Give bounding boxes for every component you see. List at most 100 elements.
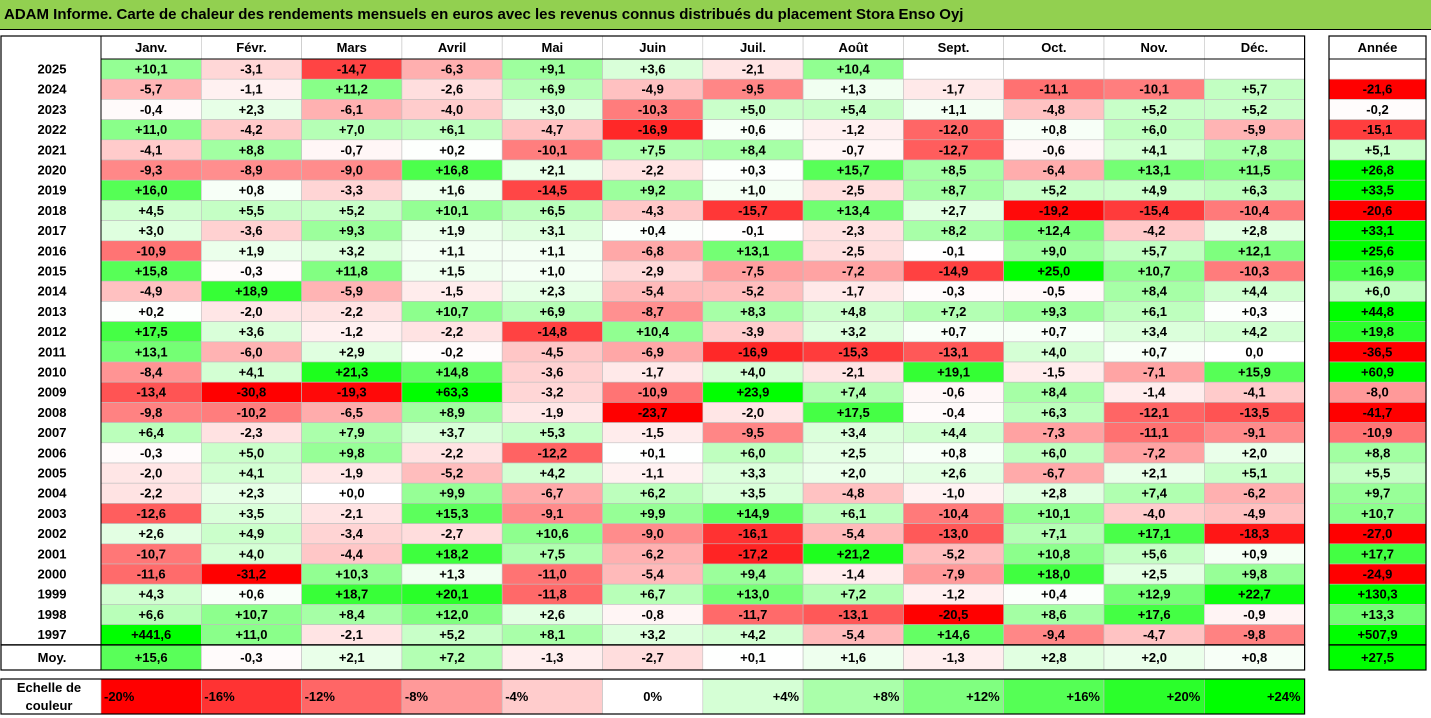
- heatmap-cell: [1204, 58, 1305, 80]
- row-year-label: 2018: [38, 203, 67, 218]
- cell-value: -4,1: [1243, 385, 1265, 400]
- scale-border: [0, 678, 1306, 715]
- cell-value: -2,2: [341, 304, 363, 319]
- scale-swatch: [802, 678, 904, 715]
- average-cell: [602, 644, 704, 671]
- cell-value: +13,1: [135, 344, 168, 359]
- cell-value: -2,1: [341, 627, 363, 642]
- cell-value: +4,9: [239, 526, 265, 541]
- cell-value: +0,4: [640, 223, 666, 238]
- cell-value: +2,3: [239, 486, 265, 501]
- cell-value: +0,7: [1041, 324, 1067, 339]
- average-value: +2,0: [1141, 650, 1167, 665]
- row-year-label: 2001: [38, 546, 67, 561]
- cell-value: +12,4: [1037, 223, 1071, 238]
- column-header: Janv.: [135, 40, 167, 55]
- cell-value: +3,0: [540, 102, 566, 117]
- cell-value: +9,3: [1041, 304, 1067, 319]
- cell-value: +9,0: [1041, 243, 1067, 258]
- average-value: +0,8: [1242, 650, 1268, 665]
- cell-value: +5,0: [740, 102, 766, 117]
- cell-value: +3,4: [840, 425, 866, 440]
- cell-value: +4,3: [138, 587, 164, 602]
- cell-value: +4,9: [1141, 183, 1167, 198]
- cell-value: -9,1: [541, 506, 563, 521]
- cell-value: -4,3: [641, 203, 663, 218]
- annual-value: +25,6: [1361, 243, 1394, 258]
- row-year-label: 2023: [38, 102, 67, 117]
- row-year-label: 2020: [38, 163, 67, 178]
- cell-value: -11,6: [137, 567, 166, 582]
- annual-value: -20,6: [1363, 203, 1393, 218]
- cell-value: +13,4: [837, 203, 871, 218]
- cell-value: -6,3: [441, 62, 463, 77]
- cell-value: -6,5: [341, 405, 363, 420]
- cell-value: -6,7: [1043, 466, 1065, 481]
- average-cell: [501, 644, 603, 671]
- cell-value: +17,5: [837, 405, 870, 420]
- cell-value: -9,5: [742, 425, 764, 440]
- cell-value: -2,2: [641, 163, 663, 178]
- cell-value: -4,7: [541, 122, 563, 137]
- annual-average-border: [1328, 644, 1427, 671]
- cell-value: -14,9: [939, 264, 969, 279]
- cell-value: -3,4: [341, 526, 364, 541]
- cell-value: +0,1: [640, 445, 666, 460]
- row-year-label: 2014: [38, 284, 68, 299]
- scale-label: +24%: [1267, 689, 1301, 704]
- cell-value: -6,9: [641, 344, 663, 359]
- annual-value: -10,9: [1363, 425, 1393, 440]
- average-value: +2,8: [1041, 650, 1067, 665]
- cell-value: +3,4: [1141, 324, 1167, 339]
- cell-value: +15,9: [1238, 365, 1271, 380]
- cell-value: -6,7: [541, 486, 563, 501]
- cell-value: +1,1: [941, 102, 967, 117]
- cell-value: -1,4: [842, 567, 865, 582]
- cell-value: +63,3: [436, 385, 469, 400]
- scale-swatch: [602, 678, 704, 715]
- cell-value: +0,3: [740, 163, 766, 178]
- cell-value: +2,1: [540, 163, 566, 178]
- cell-value: +10,7: [1138, 264, 1171, 279]
- row-year-label: 2003: [38, 506, 67, 521]
- cell-value: +9,2: [640, 183, 666, 198]
- cell-value: -9,8: [140, 405, 162, 420]
- cell-value: -9,3: [140, 163, 162, 178]
- cell-value: +4,0: [740, 365, 766, 380]
- cell-value: +7,2: [840, 587, 866, 602]
- average-value: -1,3: [541, 650, 563, 665]
- cell-value: +6,3: [1242, 183, 1268, 198]
- cell-value: -1,7: [641, 365, 663, 380]
- cell-value: +21,2: [837, 546, 870, 561]
- scale-swatch: [501, 678, 603, 715]
- cell-value: +11,0: [135, 122, 167, 137]
- cell-value: -11,0: [538, 567, 567, 582]
- scale-swatch: [100, 678, 202, 715]
- cell-value: -7,1: [1143, 365, 1165, 380]
- cell-value: +4,1: [239, 466, 265, 481]
- cell-value: +17,5: [135, 324, 168, 339]
- cell-value: +8,6: [1041, 607, 1067, 622]
- cell-value: +8,2: [941, 223, 967, 238]
- heatmap-cell: [903, 58, 1005, 80]
- cell-value: -5,7: [140, 82, 162, 97]
- cell-value: +10,1: [135, 62, 168, 77]
- scale-label: -8%: [405, 689, 429, 704]
- cell-value: -9,0: [641, 526, 663, 541]
- cell-value: +13,1: [736, 243, 769, 258]
- cell-value: -5,2: [742, 284, 764, 299]
- average-cell: [1204, 644, 1305, 671]
- cell-value: +4,2: [1242, 324, 1268, 339]
- row-year-label: 2009: [38, 385, 67, 400]
- cell-value: +7,8: [1242, 142, 1268, 157]
- cell-value: -10,3: [638, 102, 668, 117]
- average-cell: [100, 644, 202, 671]
- cell-value: +1,1: [540, 243, 566, 258]
- annual-value: +5,1: [1365, 142, 1391, 157]
- cell-value: -3,9: [742, 324, 764, 339]
- cell-value: -12,6: [136, 506, 166, 521]
- cell-value: -31,2: [237, 567, 267, 582]
- cell-value: +6,9: [540, 82, 566, 97]
- cell-value: -4,2: [240, 122, 262, 137]
